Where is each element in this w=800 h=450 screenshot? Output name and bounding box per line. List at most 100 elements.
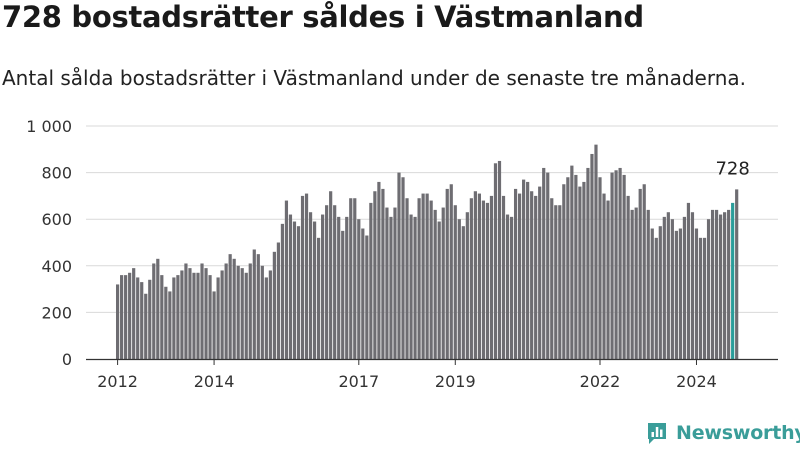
bar: [389, 216, 393, 359]
bar: [180, 270, 184, 359]
bar: [558, 205, 562, 359]
bar: [546, 172, 550, 359]
bar: [642, 184, 646, 359]
bar: [719, 214, 723, 359]
bar: [148, 279, 152, 359]
bar: [284, 200, 289, 359]
x-tick-label: 2014: [194, 372, 235, 391]
bar: [542, 167, 546, 359]
bar: [256, 254, 260, 359]
bar: [433, 209, 437, 359]
bar: [393, 207, 397, 359]
bar: [497, 160, 502, 359]
bar: [610, 172, 614, 359]
bar: [638, 188, 642, 359]
bar: [449, 184, 453, 359]
bar: [714, 209, 719, 359]
bar: [192, 272, 196, 359]
bar: [678, 228, 682, 359]
bar: [353, 198, 357, 359]
chart-subtitle: Antal sålda bostadsrätter i Västmanland …: [2, 66, 747, 90]
bar: [461, 226, 465, 359]
bar: [582, 181, 586, 359]
bar: [156, 258, 160, 359]
bar: [485, 202, 490, 359]
bar: [634, 207, 638, 359]
bar: [212, 291, 216, 359]
bar: [429, 200, 433, 359]
bar: [304, 193, 309, 359]
bar: [574, 174, 578, 359]
bar: [526, 181, 530, 359]
bar: [385, 207, 389, 359]
y-tick-label: 600: [41, 210, 72, 229]
bar: [686, 202, 691, 359]
x-tick-label: 2024: [676, 372, 717, 391]
x-tick-label: 2017: [338, 372, 379, 391]
bar: [618, 167, 622, 359]
bar: [437, 221, 441, 359]
bar: [224, 263, 228, 359]
bar: [698, 237, 703, 359]
bar: [132, 268, 136, 359]
bar: [196, 272, 200, 359]
bar: [325, 205, 329, 359]
bar: [361, 228, 365, 359]
newsworthy-logo-icon: [648, 423, 666, 444]
bar-highlighted: [731, 202, 735, 359]
bar: [594, 144, 598, 359]
x-tick-label: 2022: [580, 372, 621, 391]
bar: [554, 205, 558, 359]
bar: [136, 277, 140, 359]
bar: [425, 193, 429, 359]
y-axis-tick-labels: 0 200 400 600 800 1 000: [26, 117, 72, 369]
bar: [264, 277, 268, 359]
y-tick-label: 800: [41, 164, 72, 183]
bar: [489, 195, 494, 359]
annotations: 728: [715, 158, 749, 179]
bar: [694, 228, 699, 359]
bar: [706, 219, 711, 359]
x-axis-tick-labels: 2012 2014 2017 2019 2022 2024: [97, 359, 717, 391]
bar: [566, 177, 570, 359]
bar: [614, 170, 618, 359]
bar: [674, 230, 678, 359]
bar: [417, 198, 421, 359]
bar: [622, 174, 626, 359]
bar: [236, 265, 240, 359]
bar: [248, 263, 252, 359]
bar: [377, 181, 381, 359]
bar: [690, 212, 695, 359]
bar: [441, 207, 445, 359]
bar: [570, 165, 574, 359]
bar: [172, 277, 176, 359]
bar: [308, 212, 313, 359]
bar: [220, 270, 224, 359]
bar: [184, 263, 188, 359]
bar: [682, 216, 687, 359]
y-tick-label: 200: [41, 303, 72, 322]
bar: [518, 193, 522, 359]
y-tick-label: 1 000: [26, 117, 72, 136]
bar: [160, 275, 164, 359]
bar: [445, 188, 449, 359]
brand-logo: Newsworthy: [646, 420, 800, 446]
y-tick-label: 400: [41, 257, 72, 276]
bar: [457, 219, 461, 359]
bar: [413, 216, 417, 359]
bar: [240, 268, 244, 359]
bar: [337, 216, 341, 359]
highlight-value-label: 728: [715, 158, 749, 179]
bar: [341, 230, 345, 359]
bar: [646, 209, 650, 359]
bar: [216, 277, 220, 359]
bar: [317, 237, 321, 359]
bar: [534, 195, 538, 359]
bar: [598, 177, 602, 359]
bar: [300, 195, 305, 359]
bar: [228, 254, 232, 359]
bar: [473, 191, 477, 359]
bar: [505, 214, 510, 359]
bar: [208, 275, 212, 359]
